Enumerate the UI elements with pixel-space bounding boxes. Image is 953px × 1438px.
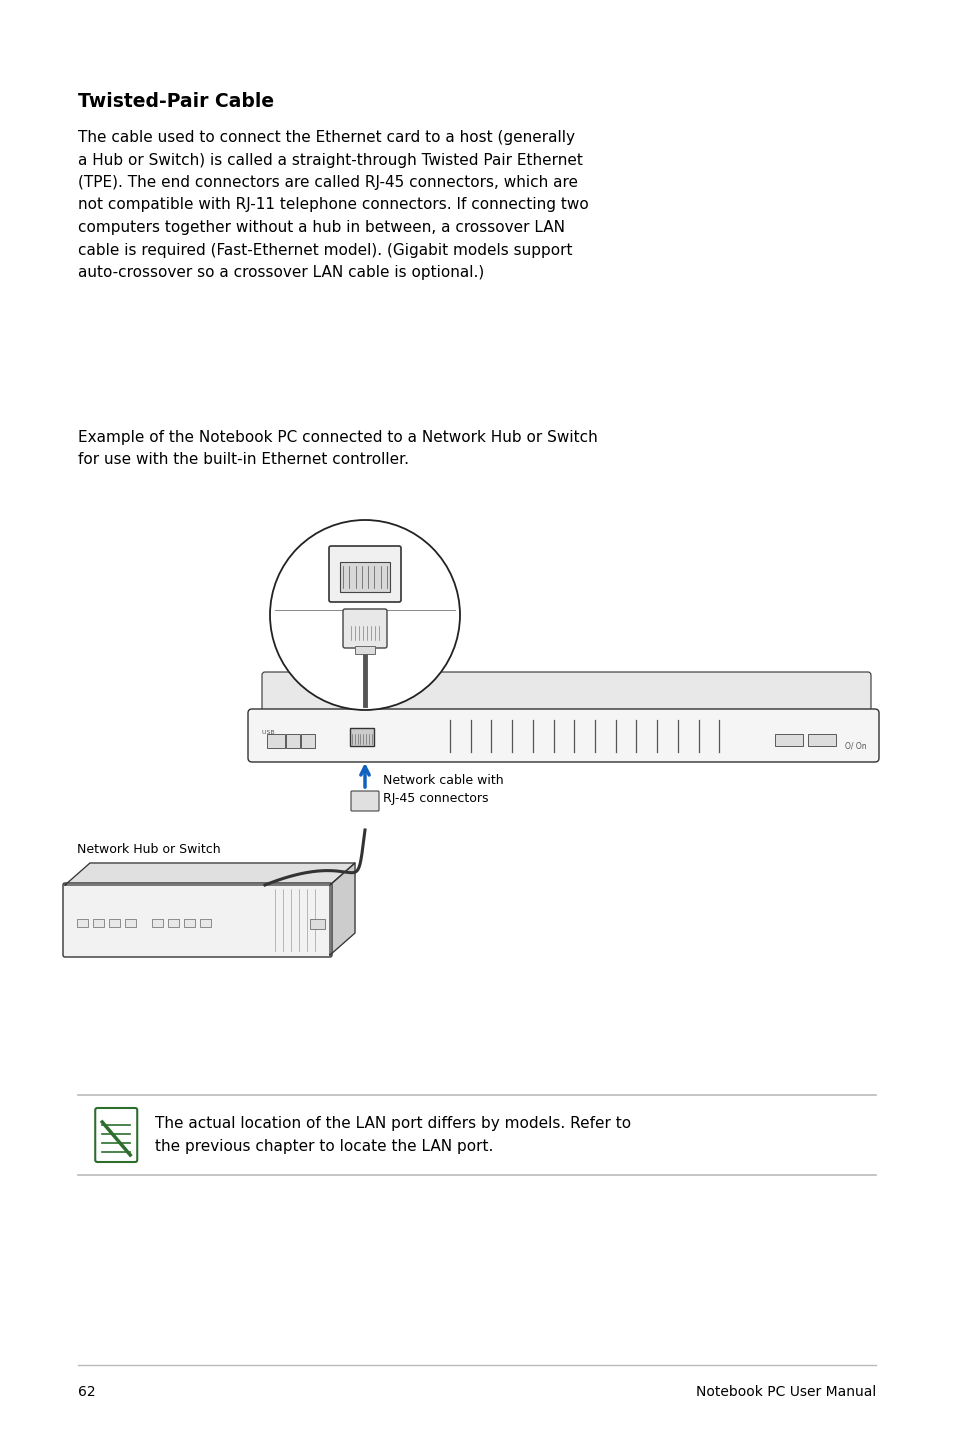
Circle shape: [270, 521, 459, 710]
Bar: [184, 919, 194, 928]
Text: not compatible with RJ-11 telephone connectors. If connecting two: not compatible with RJ-11 telephone conn…: [78, 197, 588, 213]
Text: The cable used to connect the Ethernet card to a host (generally: The cable used to connect the Ethernet c…: [78, 129, 575, 145]
Text: Network cable with
RJ-45 connectors: Network cable with RJ-45 connectors: [382, 775, 503, 805]
Text: O/ On: O/ On: [844, 742, 865, 751]
Text: 62: 62: [78, 1385, 95, 1399]
Text: Example of the Notebook PC connected to a Network Hub or Switch: Example of the Notebook PC connected to …: [78, 430, 598, 444]
FancyBboxPatch shape: [343, 610, 387, 649]
Text: auto-crossover so a crossover LAN cable is optional.): auto-crossover so a crossover LAN cable …: [78, 265, 484, 280]
Bar: [109, 919, 120, 928]
Text: a Hub or Switch) is called a straight-through Twisted Pair Ethernet: a Hub or Switch) is called a straight-th…: [78, 152, 582, 167]
Bar: [286, 733, 299, 748]
Bar: [152, 919, 163, 928]
Bar: [77, 919, 88, 928]
Bar: [807, 733, 835, 746]
Text: for use with the built-in Ethernet controller.: for use with the built-in Ethernet contr…: [78, 453, 409, 467]
Text: computers together without a hub in between, a crossover LAN: computers together without a hub in betw…: [78, 220, 564, 234]
FancyBboxPatch shape: [262, 672, 870, 718]
FancyBboxPatch shape: [248, 709, 878, 762]
Bar: [355, 646, 375, 654]
Bar: [92, 919, 104, 928]
Text: Notebook PC User Manual: Notebook PC User Manual: [695, 1385, 875, 1399]
Bar: [168, 919, 179, 928]
Text: (TPE). The end connectors are called RJ-45 connectors, which are: (TPE). The end connectors are called RJ-…: [78, 175, 578, 190]
Bar: [125, 919, 136, 928]
Text: USB: USB: [262, 731, 278, 735]
FancyBboxPatch shape: [351, 791, 378, 811]
Polygon shape: [65, 863, 355, 884]
Bar: [339, 562, 390, 592]
Text: cable is required (Fast-Ethernet model). (Gigabit models support: cable is required (Fast-Ethernet model).…: [78, 243, 572, 257]
Bar: [200, 919, 211, 928]
FancyBboxPatch shape: [63, 883, 332, 958]
Polygon shape: [330, 863, 355, 955]
FancyBboxPatch shape: [95, 1109, 137, 1162]
Bar: [310, 919, 325, 929]
Bar: [267, 733, 285, 748]
FancyBboxPatch shape: [329, 546, 400, 603]
Bar: [350, 728, 374, 746]
Bar: [301, 733, 314, 748]
Text: Twisted-Pair Cable: Twisted-Pair Cable: [78, 92, 274, 111]
Text: The actual location of the LAN port differs by models. Refer to
the previous cha: The actual location of the LAN port diff…: [155, 1116, 631, 1153]
Bar: [774, 733, 802, 746]
Text: Network Hub or Switch: Network Hub or Switch: [77, 843, 220, 856]
